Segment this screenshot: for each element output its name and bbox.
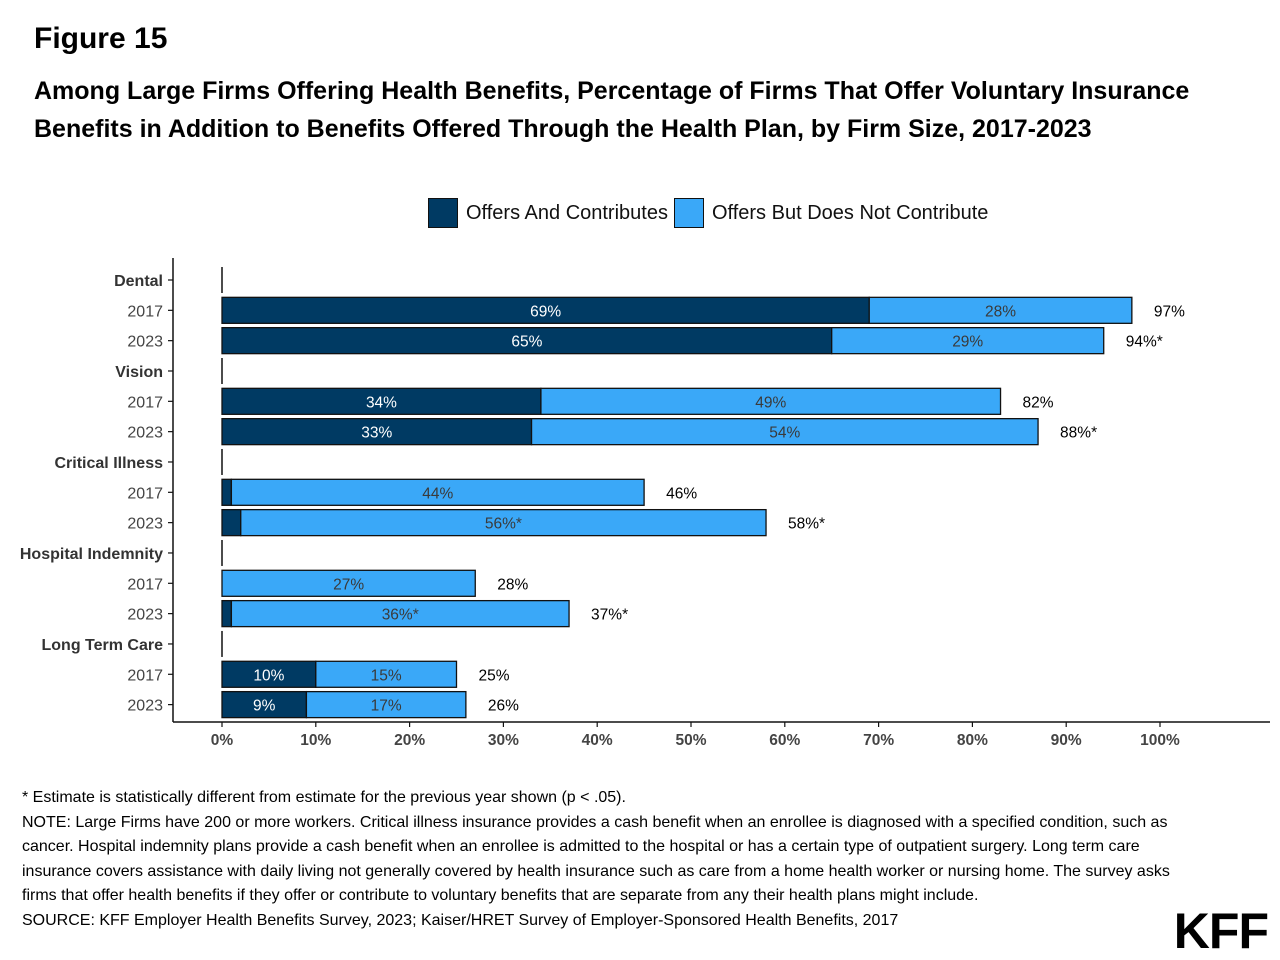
chart-legend: Offers And Contributes Offers But Does N… bbox=[428, 197, 994, 229]
chart-title: Among Large Firms Offering Health Benefi… bbox=[34, 77, 1190, 143]
x-tick-label: 20% bbox=[394, 732, 425, 749]
category-label: Vision bbox=[115, 364, 163, 381]
legend-label-not-contributes: Offers But Does Not Contribute bbox=[711, 201, 989, 224]
bar-not-contributes bbox=[315, 660, 458, 688]
category-label: Dental bbox=[114, 273, 163, 290]
bar-contributes bbox=[221, 690, 308, 719]
data-label-contributes: 33% bbox=[361, 425, 392, 442]
bar-not-contributes bbox=[540, 387, 1002, 415]
data-label-not-contributes: 15% bbox=[371, 667, 402, 684]
x-tick-label: 0% bbox=[211, 732, 234, 749]
data-label-not-contributes: 36%* bbox=[382, 607, 419, 624]
bar-not-contributes bbox=[305, 690, 467, 719]
data-label-contributes: 65% bbox=[511, 334, 542, 351]
data-label-contributes: 34% bbox=[366, 394, 397, 411]
definitions-note: NOTE: Large Firms have 200 or more worke… bbox=[22, 813, 1170, 905]
x-tick-label: 40% bbox=[582, 732, 613, 749]
bar-not-contributes bbox=[230, 478, 645, 506]
data-label-total: 97% bbox=[1154, 303, 1185, 320]
bar-not-contributes bbox=[240, 508, 767, 537]
kff-logo: KFF bbox=[1173, 903, 1269, 959]
data-label-not-contributes: 17% bbox=[371, 698, 402, 715]
category-label: Hospital Indemnity bbox=[20, 546, 163, 563]
year-label: 2023 bbox=[127, 425, 163, 442]
data-label-total: 88%* bbox=[1060, 425, 1097, 442]
data-label-not-contributes: 56%* bbox=[485, 516, 522, 533]
x-tick-label: 60% bbox=[769, 732, 800, 749]
legend-swatch-not-contributes bbox=[673, 198, 704, 228]
bar-contributes bbox=[221, 387, 542, 415]
year-label: 2017 bbox=[127, 576, 163, 593]
year-label: 2017 bbox=[127, 303, 163, 320]
source-note: SOURCE: KFF Employer Health Benefits Sur… bbox=[22, 911, 899, 929]
data-label-not-contributes: 49% bbox=[755, 394, 786, 411]
legend-label-contributes: Offers And Contributes bbox=[466, 201, 668, 224]
data-label-total: 46% bbox=[666, 485, 697, 502]
bar-not-contributes bbox=[230, 599, 570, 628]
legend-item-contributes: Offers And Contributes bbox=[428, 198, 668, 228]
legend-item-not-contributes: Offers But Does Not Contribute bbox=[673, 198, 989, 228]
bar-not-contributes bbox=[530, 417, 1039, 446]
data-label-total: 82% bbox=[1023, 394, 1054, 411]
bar-contributes bbox=[221, 508, 242, 537]
bar-not-contributes bbox=[868, 296, 1133, 324]
x-tick-label: 70% bbox=[863, 732, 894, 749]
significance-note: * Estimate is statistically different fr… bbox=[22, 789, 626, 806]
data-label-total: 37%* bbox=[591, 607, 628, 624]
x-tick-label: 80% bbox=[957, 732, 988, 749]
category-label: Critical Illness bbox=[55, 455, 164, 472]
data-label-contributes: 69% bbox=[530, 303, 561, 320]
legend-swatch-contributes bbox=[428, 198, 458, 228]
data-label-contributes: 10% bbox=[253, 667, 284, 684]
bar-contributes bbox=[221, 599, 233, 628]
data-label-total: 58%* bbox=[788, 516, 825, 533]
year-label: 2023 bbox=[127, 607, 163, 624]
data-label-not-contributes: 28% bbox=[985, 303, 1016, 320]
bar-contributes bbox=[221, 660, 317, 688]
data-label-not-contributes: 27% bbox=[333, 576, 364, 593]
year-label: 2017 bbox=[127, 667, 163, 684]
bar-chart: Dental 2017 69% 28% 97% 2023 65% 29% 94%* Vision 2… bbox=[20, 258, 1270, 749]
data-label-contributes: 9% bbox=[253, 698, 276, 715]
data-label-total: 28% bbox=[497, 576, 528, 593]
x-tick-label: 50% bbox=[675, 732, 706, 749]
data-label-total: 94%* bbox=[1126, 334, 1163, 351]
x-tick-label: 30% bbox=[488, 732, 519, 749]
x-tick-label: 10% bbox=[300, 732, 331, 749]
data-label-not-contributes: 54% bbox=[769, 425, 800, 442]
data-label-total: 26% bbox=[488, 698, 519, 715]
year-label: 2023 bbox=[127, 516, 163, 533]
data-label-not-contributes: 29% bbox=[952, 334, 983, 351]
category-label: Long Term Care bbox=[42, 637, 164, 654]
x-tick-label: 100% bbox=[1140, 732, 1180, 749]
year-label: 2023 bbox=[127, 698, 163, 715]
data-label-total: 25% bbox=[479, 667, 510, 684]
year-label: 2017 bbox=[127, 485, 163, 502]
figure-label: Figure 15 bbox=[34, 22, 168, 55]
bar-contributes bbox=[221, 296, 870, 324]
x-tick-label: 90% bbox=[1051, 732, 1082, 749]
year-label: 2017 bbox=[127, 394, 163, 411]
bar-not-contributes bbox=[221, 569, 476, 597]
bar-contributes bbox=[221, 478, 233, 506]
bar-not-contributes bbox=[831, 327, 1105, 355]
year-label: 2023 bbox=[127, 334, 163, 351]
chart-notes: * Estimate is statistically different fr… bbox=[22, 786, 1182, 933]
bar-contributes bbox=[221, 417, 533, 446]
data-label-not-contributes: 44% bbox=[422, 485, 453, 502]
